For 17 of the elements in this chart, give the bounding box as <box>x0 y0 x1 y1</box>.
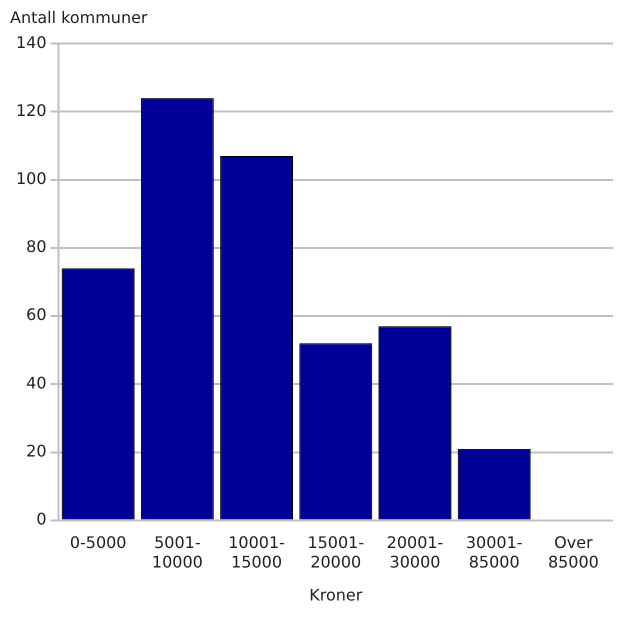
y-tick-label: 60 <box>26 305 47 324</box>
x-tick-label: 30001-85000 <box>466 533 523 572</box>
x-tick-label: 0-5000 <box>70 533 126 552</box>
y-tick-label: 20 <box>26 441 47 460</box>
x-tick-label: 5001-10000 <box>152 533 203 572</box>
y-tick-label: 80 <box>26 237 47 256</box>
y-axis-title: Antall kommuner <box>9 8 148 29</box>
y-tick-label: 140 <box>16 32 47 52</box>
x-axis-title: Kroner <box>309 586 363 605</box>
y-tick-label: 40 <box>26 373 47 392</box>
x-tick-label: 10001-15000 <box>228 533 285 572</box>
x-tick-label: 20001-30000 <box>386 533 444 572</box>
y-tick-label: 100 <box>16 168 47 188</box>
x-tick-label: 15001-20000 <box>307 533 364 572</box>
y-tick-label: 120 <box>16 100 47 120</box>
y-tick-label: 0 <box>36 510 47 529</box>
x-tick-label: Over 85000 <box>548 533 599 572</box>
